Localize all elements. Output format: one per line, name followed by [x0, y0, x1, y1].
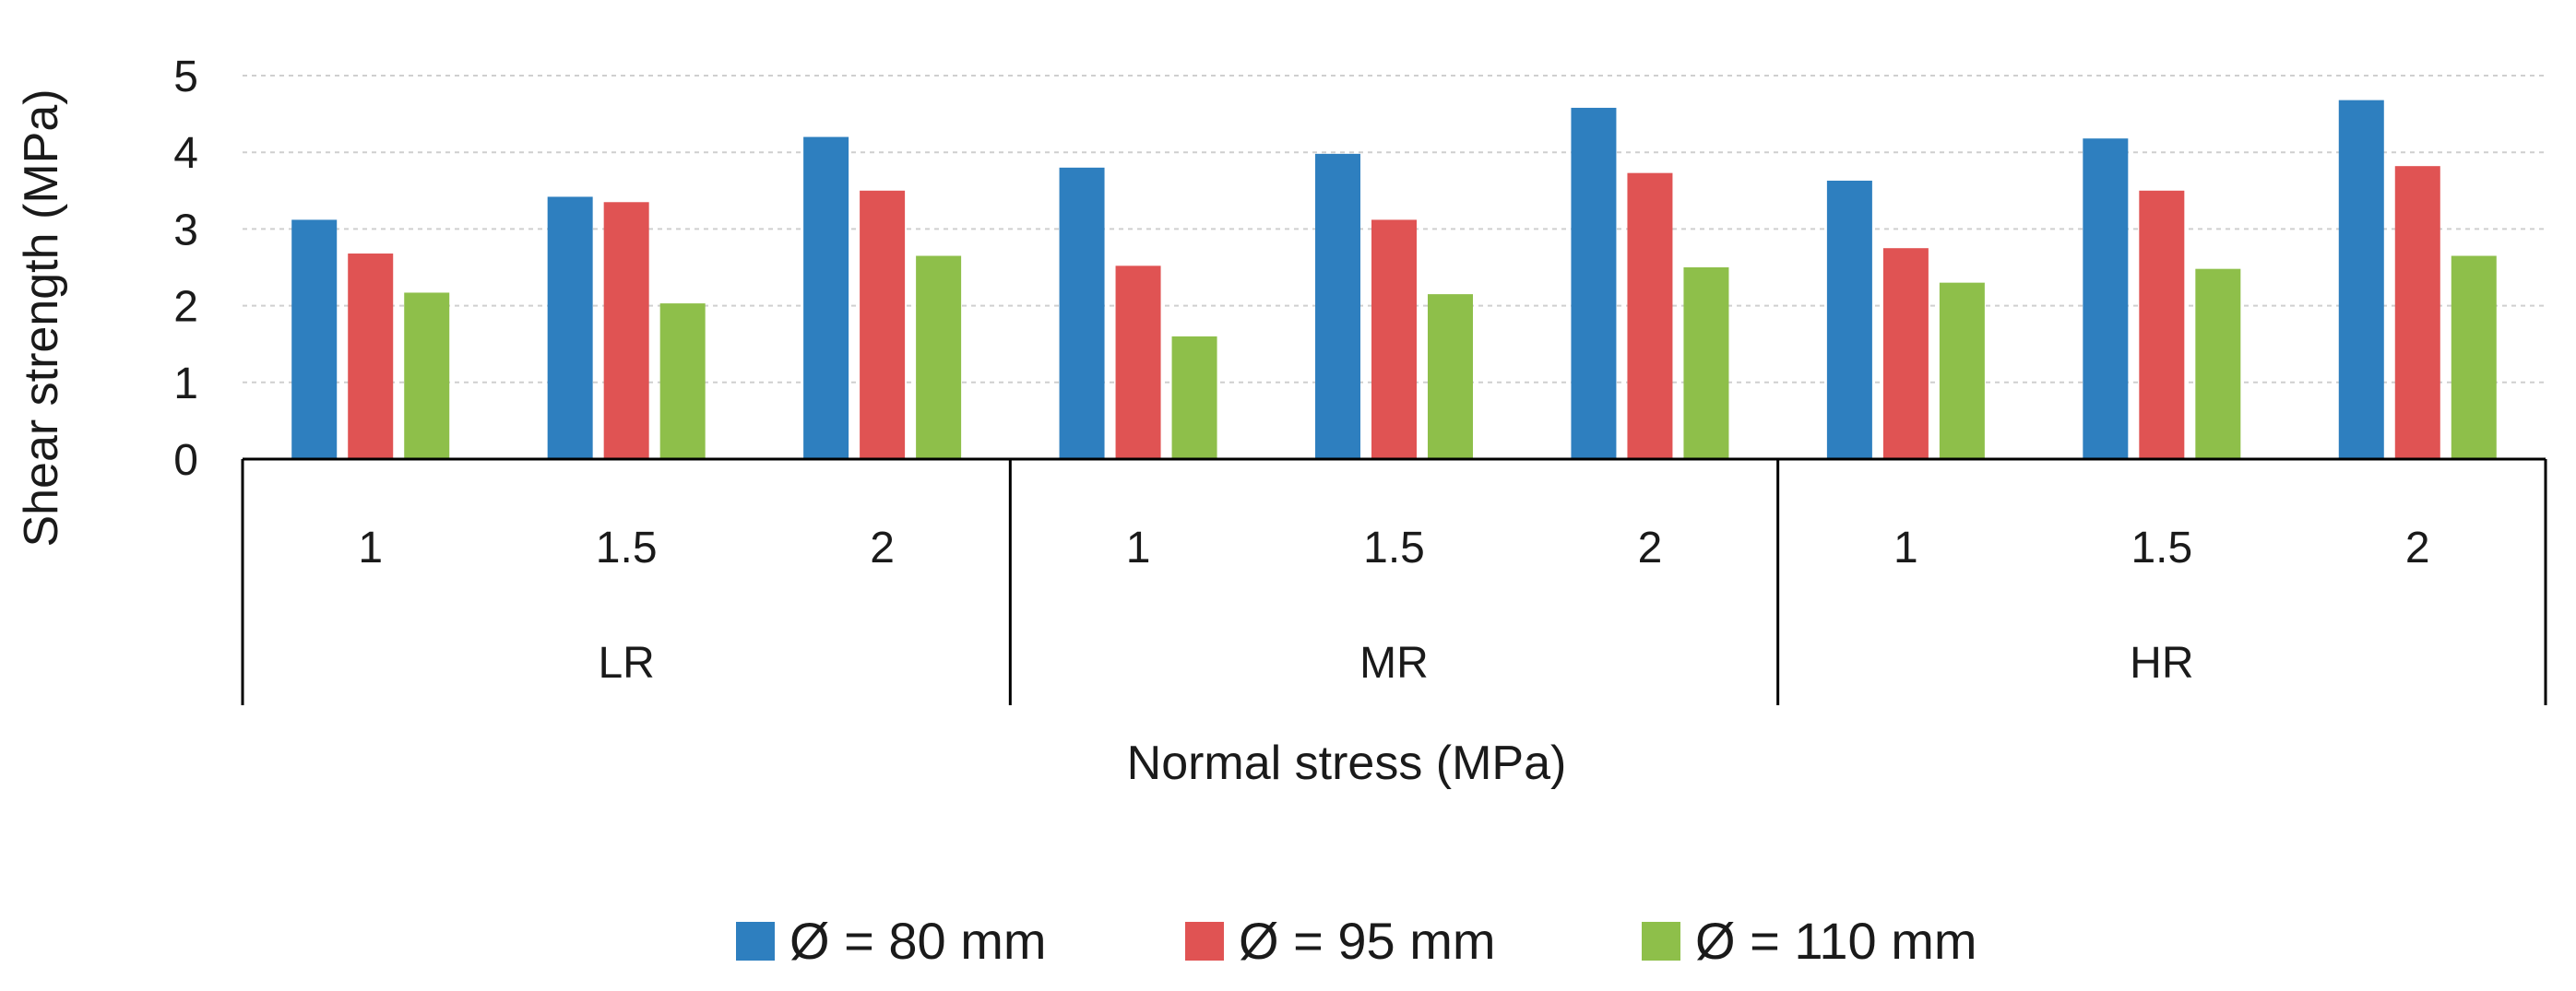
legend-swatch: [1642, 922, 1680, 961]
bar-series-2: [1627, 172, 1673, 459]
legend-swatch: [736, 922, 775, 961]
legend-label: Ø = 80 mm: [789, 912, 1047, 970]
group-label: MR: [1359, 639, 1429, 688]
bar-series-1: [1059, 167, 1105, 459]
x-axis-title: Normal stress (MPa): [1127, 737, 1567, 790]
bar-series-3: [2451, 255, 2497, 459]
category-label: 1: [358, 524, 383, 572]
bar-series-3: [1171, 336, 1217, 459]
y-tick-label: 2: [173, 283, 198, 332]
bar-series-2: [2139, 190, 2185, 460]
bar-series-2: [1115, 265, 1161, 459]
bar-series-2: [860, 190, 906, 460]
bar-series-3: [2195, 268, 2241, 459]
category-label: 2: [2405, 524, 2430, 572]
group-label: HR: [2130, 639, 2193, 688]
y-axis-title: Shear strength (MPa): [15, 88, 68, 547]
bar-series-1: [1571, 107, 1617, 459]
bar-series-2: [1371, 219, 1417, 459]
bar-series-1: [803, 136, 849, 459]
y-axis-ticks: 0 1 2 3 4 5: [173, 53, 198, 485]
y-tick-label: 3: [173, 206, 198, 254]
bar-series-3: [404, 292, 450, 459]
category-label: 2: [1638, 524, 1663, 572]
category-labels: 1 1.5 2 1 1.5 2 1 1.5 2: [358, 524, 2429, 572]
bar-series-1: [1826, 180, 1872, 459]
category-label: 1: [1893, 524, 1918, 572]
group-label: LR: [598, 639, 654, 688]
bar-series-2: [603, 202, 649, 459]
bar-series-1: [2338, 100, 2384, 460]
y-tick-label: 5: [173, 53, 198, 101]
category-label: 1.5: [2131, 524, 2192, 572]
bar-series-2: [2394, 166, 2440, 459]
category-label: 1: [1126, 524, 1151, 572]
legend-label: Ø = 95 mm: [1239, 912, 1496, 970]
legend-label: Ø = 110 mm: [1695, 912, 1977, 970]
bar-series-3: [916, 255, 962, 459]
bars: [291, 100, 2497, 460]
group-labels: LR MR HR: [598, 639, 2193, 688]
category-label: 2: [870, 524, 895, 572]
category-label: 1.5: [1363, 524, 1425, 572]
bar-series-3: [659, 303, 706, 459]
category-label: 1.5: [596, 524, 658, 572]
bar-series-1: [1315, 153, 1360, 459]
legend: Ø = 80 mm Ø = 95 mm Ø = 110 mm: [736, 912, 1977, 970]
bar-series-1: [2083, 138, 2129, 459]
bar-series-3: [1683, 267, 1729, 459]
axes: [241, 457, 2547, 705]
bar-series-1: [547, 196, 593, 459]
y-tick-label: 0: [173, 436, 198, 485]
bar-series-3: [1939, 282, 1985, 459]
bar-series-1: [291, 219, 338, 459]
bar-series-3: [1428, 294, 1473, 459]
bar-series-2: [1882, 248, 1929, 459]
legend-swatch: [1185, 922, 1224, 961]
y-tick-label: 1: [173, 360, 198, 408]
y-tick-label: 4: [173, 129, 198, 178]
bar-series-2: [348, 254, 394, 459]
